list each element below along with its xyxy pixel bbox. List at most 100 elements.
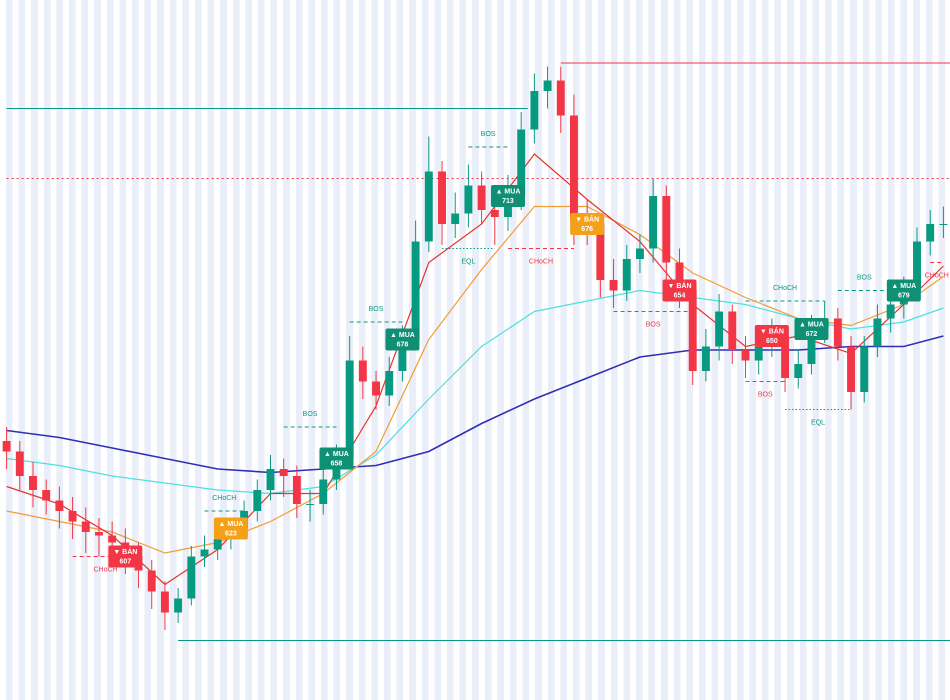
signal-label: ▲ MUA xyxy=(496,188,521,195)
candle-body xyxy=(622,259,631,291)
candle-body xyxy=(187,556,196,599)
signal-value: 658 xyxy=(331,460,343,467)
structure-label: CHoCH xyxy=(212,495,236,502)
candle-body xyxy=(675,262,684,291)
structure-label: BOS xyxy=(481,131,496,138)
signal-badge xyxy=(794,318,829,340)
candle-body xyxy=(160,591,169,613)
candle-body xyxy=(741,350,750,361)
structure-label: BOS xyxy=(303,411,318,418)
structure-label: CHoCH xyxy=(925,272,949,279)
candle-body xyxy=(754,346,763,361)
candle-body xyxy=(68,511,77,522)
candle-body xyxy=(411,241,420,340)
signal-value: 676 xyxy=(581,226,593,233)
signal-label: ▲ MUA xyxy=(390,332,415,339)
candle-body xyxy=(477,185,486,210)
signal-badge xyxy=(662,279,697,302)
signal-value: 678 xyxy=(397,341,409,348)
structure-label: BOS xyxy=(369,306,384,313)
signal: ▼ BÁN 676 xyxy=(570,213,605,235)
signal: ▲ MUA 623 xyxy=(213,517,248,540)
candle-body xyxy=(556,80,565,116)
candle-body xyxy=(292,476,301,504)
candle-body xyxy=(358,360,367,382)
signal: ▲ MUA 713 xyxy=(490,185,525,207)
signal-label: ▼ BÁN xyxy=(575,214,599,223)
moving-average xyxy=(6,335,944,474)
candle-body xyxy=(464,185,473,214)
signal: ▲ MUA 679 xyxy=(886,279,921,302)
candle-body xyxy=(451,213,460,224)
signal-badge xyxy=(213,517,248,540)
candle-body xyxy=(345,360,354,459)
candle-body xyxy=(424,171,433,242)
candle-body xyxy=(517,129,526,196)
structure-label: EQL xyxy=(461,258,475,265)
candle-body xyxy=(490,210,499,217)
structure-label: CHoCH xyxy=(773,285,797,292)
candle-body xyxy=(794,364,803,378)
signal-label: ▼ BÁN xyxy=(667,281,691,290)
candle-body xyxy=(213,539,222,550)
structure-label: BOS xyxy=(758,391,773,398)
candle-body xyxy=(781,336,790,378)
candle-body xyxy=(662,196,671,263)
candle-body xyxy=(147,570,156,592)
candle-body xyxy=(15,451,24,476)
candle-body xyxy=(649,196,658,249)
signal-label: ▼ BÁN xyxy=(113,547,137,556)
signal: ▼ BÁN 607 xyxy=(108,545,143,568)
candle-body xyxy=(728,311,737,350)
candle-body xyxy=(635,248,644,259)
signal-value: 623 xyxy=(225,530,237,537)
structure-label: EQL xyxy=(811,419,825,426)
candle-body xyxy=(833,318,842,347)
candle-body xyxy=(570,115,578,221)
candle-body xyxy=(886,304,895,319)
signal-value: 607 xyxy=(120,558,132,565)
candle-body xyxy=(438,171,446,224)
candle-body xyxy=(701,346,710,371)
candle-body xyxy=(860,346,869,392)
signal-label: ▲ MUA xyxy=(324,451,349,458)
candle-body xyxy=(174,598,183,613)
candle-body xyxy=(108,535,117,543)
candle-body xyxy=(596,224,605,280)
candle-body xyxy=(398,339,407,371)
candle-body xyxy=(543,80,552,91)
moving-average xyxy=(6,153,944,586)
signal-badge xyxy=(319,447,354,470)
candle-body xyxy=(939,224,948,225)
signal-badge xyxy=(754,325,789,347)
structure-label: CHoCH xyxy=(93,566,117,573)
signal-value: 672 xyxy=(806,331,818,338)
candle-body xyxy=(279,469,288,476)
candle-body xyxy=(530,91,539,130)
signal-badge xyxy=(385,328,420,351)
signal-label: ▲ MUA xyxy=(218,521,243,528)
signal-label: ▼ BÁN xyxy=(760,326,784,335)
candle-body xyxy=(385,371,394,396)
candle-body xyxy=(81,521,90,532)
signal: ▲ MUA 678 xyxy=(385,328,420,351)
candle-body xyxy=(913,241,921,291)
candle-body xyxy=(2,441,11,452)
signal-badge xyxy=(570,213,605,235)
candle-body xyxy=(688,290,697,371)
candle-body xyxy=(29,476,37,490)
candle-body xyxy=(715,311,724,347)
candle-body xyxy=(609,280,618,291)
signal: ▲ MUA 658 xyxy=(319,447,354,470)
candle-body xyxy=(253,490,262,511)
signal-label: ▲ MUA xyxy=(799,321,824,328)
structure-label: CHoCH xyxy=(529,258,553,265)
candle-body xyxy=(926,224,935,242)
signal-badge xyxy=(490,185,525,207)
signal-value: 650 xyxy=(766,338,778,345)
candle-body xyxy=(95,532,103,536)
candle-body xyxy=(807,329,816,364)
candle-body xyxy=(200,549,209,557)
candle-body xyxy=(306,504,315,505)
